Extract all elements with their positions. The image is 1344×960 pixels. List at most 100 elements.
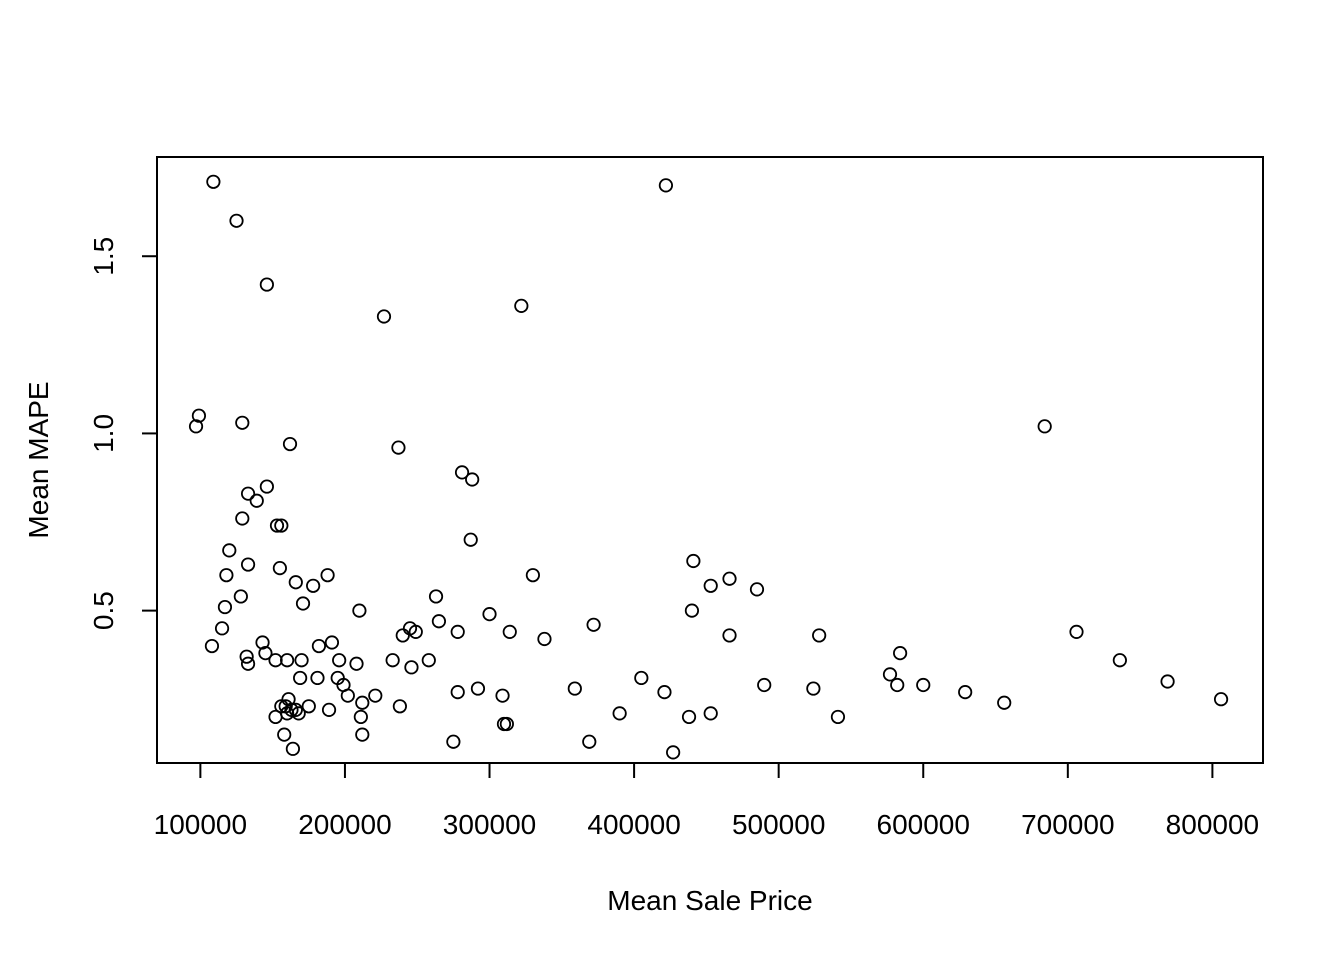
data-point xyxy=(757,677,772,693)
data-point xyxy=(306,578,321,593)
data-point xyxy=(288,575,303,590)
data-point xyxy=(997,695,1012,710)
data-point xyxy=(320,568,335,583)
data-point xyxy=(352,603,367,618)
data-point xyxy=(722,628,737,643)
data-point xyxy=(586,617,601,632)
data-point xyxy=(294,653,309,668)
data-point xyxy=(567,681,582,696)
data-point xyxy=(340,688,355,703)
data-point xyxy=(274,518,289,533)
data-point xyxy=(428,589,444,604)
data-point xyxy=(235,415,250,430)
data-point xyxy=(321,702,337,717)
data-point xyxy=(376,309,392,324)
data-point xyxy=(582,734,597,749)
data-point xyxy=(301,699,316,714)
data-point xyxy=(269,518,285,533)
data-point xyxy=(657,685,672,700)
data-point xyxy=(431,614,447,629)
data-point xyxy=(495,688,510,703)
x-tick-label: 100000 xyxy=(154,809,247,840)
data-point xyxy=(404,660,419,675)
data-point xyxy=(288,702,303,717)
y-tick-label: 0.5 xyxy=(88,591,119,630)
data-point xyxy=(291,706,306,721)
data-point xyxy=(255,635,270,650)
data-point xyxy=(391,440,406,455)
data-point xyxy=(392,699,407,714)
data-point xyxy=(470,681,486,696)
data-point xyxy=(537,631,552,647)
x-axis: 100000 200000 300000 400000 500000 600000 7000… xyxy=(154,762,1259,840)
data-point xyxy=(916,677,931,693)
data-point xyxy=(214,621,230,636)
data-point xyxy=(249,493,264,508)
data-point xyxy=(1112,653,1127,668)
x-tick-label: 400000 xyxy=(587,809,680,840)
data-point xyxy=(703,706,718,721)
data-point xyxy=(310,670,325,686)
data-point xyxy=(240,557,256,572)
data-points xyxy=(188,174,1229,760)
data-point xyxy=(749,582,765,597)
data-point xyxy=(240,486,256,501)
data-point xyxy=(703,578,718,593)
data-point xyxy=(277,727,292,742)
data-point xyxy=(454,465,470,480)
data-point xyxy=(219,568,234,583)
data-point xyxy=(272,560,287,576)
data-point xyxy=(206,174,221,189)
data-point xyxy=(324,635,340,650)
data-point xyxy=(259,277,274,292)
y-tick-label: 1.0 xyxy=(88,414,119,453)
data-point xyxy=(204,638,220,654)
data-point xyxy=(666,745,681,760)
data-point xyxy=(450,685,465,700)
data-point xyxy=(612,706,627,721)
data-point xyxy=(681,709,697,725)
data-point xyxy=(233,589,248,604)
y-tick-label: 1.5 xyxy=(88,237,119,276)
data-point xyxy=(830,709,846,725)
data-point xyxy=(188,419,204,434)
data-point xyxy=(258,646,273,661)
data-point xyxy=(355,727,370,742)
data-point xyxy=(368,688,383,703)
data-point xyxy=(353,709,368,725)
data-point xyxy=(686,553,701,569)
x-tick-label: 800000 xyxy=(1166,809,1259,840)
data-point xyxy=(463,532,478,547)
data-point xyxy=(1160,674,1175,689)
data-point xyxy=(355,695,370,710)
data-point xyxy=(893,646,908,661)
data-point xyxy=(385,653,400,668)
data-point xyxy=(496,716,512,732)
plot-frame xyxy=(156,156,1264,764)
data-point xyxy=(280,653,295,668)
data-point xyxy=(634,670,649,686)
data-point xyxy=(958,685,973,700)
data-point xyxy=(285,741,301,756)
data-point xyxy=(222,543,237,558)
data-point xyxy=(1037,419,1052,434)
data-point xyxy=(446,734,461,749)
data-point xyxy=(890,677,905,693)
data-point xyxy=(812,628,827,643)
data-point xyxy=(229,213,244,228)
data-point xyxy=(349,656,364,671)
y-axis-title: Mean MAPE xyxy=(23,381,54,538)
x-tick-label: 200000 xyxy=(298,809,391,840)
data-point xyxy=(282,436,298,452)
data-point xyxy=(284,702,299,717)
x-tick-label: 300000 xyxy=(443,809,536,840)
data-point xyxy=(1069,624,1084,639)
x-tick-label: 500000 xyxy=(732,809,825,840)
data-point xyxy=(191,408,207,423)
data-point xyxy=(268,709,283,725)
data-point xyxy=(499,716,514,732)
data-point xyxy=(332,653,347,668)
data-point xyxy=(502,624,517,639)
data-point xyxy=(514,298,529,313)
